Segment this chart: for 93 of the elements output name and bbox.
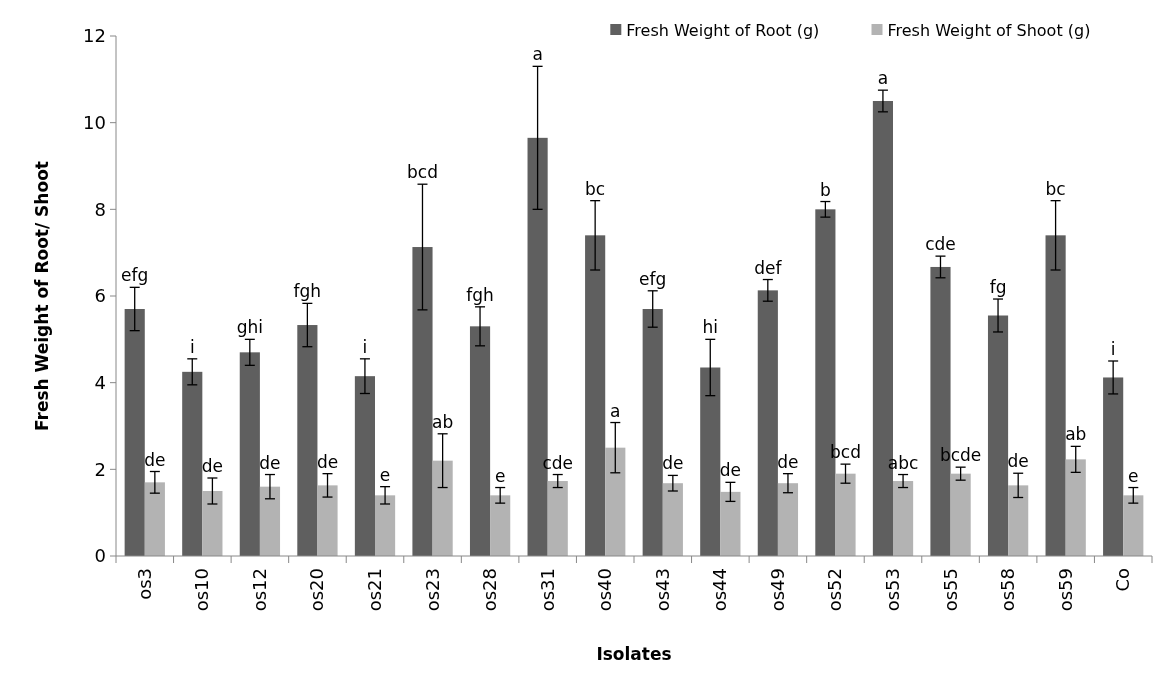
y-axis-title: Fresh Weight of Root/ Shoot (32, 161, 52, 431)
annotation: bcd (407, 162, 438, 183)
bar (259, 486, 281, 556)
bar (642, 309, 663, 556)
x-tick-label: os21 (364, 568, 385, 612)
y-tick-label: 8 (94, 198, 106, 220)
bar (412, 247, 433, 556)
y-tick-label: 10 (83, 111, 106, 133)
legend-label: Fresh Weight of Root (g) (626, 20, 820, 40)
annotation: de (259, 452, 281, 473)
annotation: i (189, 336, 195, 357)
annotation: ghi (236, 317, 263, 338)
bar (950, 473, 971, 556)
bar (987, 315, 1009, 556)
bar (432, 460, 453, 556)
y-tick-label: 4 (94, 371, 106, 393)
bar (375, 495, 396, 556)
bar (1045, 235, 1066, 556)
annotation: def (754, 257, 783, 278)
x-tick-label: os10 (191, 568, 213, 612)
x-tick-label: os55 (939, 568, 961, 612)
annotation: a (610, 400, 621, 421)
annotation: de (719, 460, 742, 481)
legend-label: Fresh Weight of Shoot (g) (887, 20, 1091, 40)
x-tick-label: os58 (997, 568, 1019, 612)
x-tick-label: os43 (651, 568, 673, 612)
bar (662, 483, 683, 556)
annotation: de (662, 453, 684, 474)
annotation: a (877, 68, 889, 89)
annotation: fgh (293, 281, 322, 302)
x-tick-label: os53 (882, 568, 903, 612)
annotation: ab (432, 411, 454, 432)
bar (720, 491, 741, 556)
x-tick-label: os31 (536, 568, 558, 612)
bar (182, 371, 203, 556)
annotation: fgh (466, 284, 494, 305)
bar (469, 326, 491, 556)
bar (547, 481, 568, 556)
bar (1008, 485, 1029, 556)
annotation: de (777, 451, 799, 472)
bar (605, 447, 626, 556)
annotation: efg (121, 265, 149, 286)
bar (317, 485, 338, 556)
x-tick-label: os23 (421, 568, 443, 612)
bar (893, 481, 914, 556)
bar (490, 495, 511, 556)
annotation: b (819, 179, 831, 200)
bar (297, 325, 318, 556)
annotation: i (362, 336, 368, 357)
y-tick-label: 12 (83, 25, 106, 47)
annotation: a (532, 44, 543, 65)
annotation: bc (1045, 178, 1066, 199)
bar (1103, 377, 1124, 556)
bar (1065, 459, 1086, 556)
x-tick-label: os28 (479, 568, 501, 612)
bar (239, 352, 260, 556)
bar (700, 367, 721, 556)
annotation: e (1128, 465, 1139, 486)
annotation: ab (1065, 424, 1087, 445)
annotation: de (144, 449, 166, 470)
annotation: e (379, 464, 391, 485)
annotation: de (1007, 451, 1029, 472)
bar (777, 483, 799, 556)
bar (354, 376, 375, 556)
x-tick-label: os40 (594, 568, 616, 612)
x-tick-label: os20 (306, 568, 328, 612)
bar (757, 290, 778, 556)
annotation: de (201, 456, 224, 476)
x-tick-label: os49 (766, 568, 788, 612)
annotation: e (494, 465, 506, 486)
x-tick-label: os52 (824, 568, 846, 612)
annotation: de (316, 451, 339, 472)
y-tick-label: 2 (94, 458, 106, 480)
x-tick-label: Co (1112, 568, 1134, 592)
x-axis-title: Isolates (596, 644, 672, 664)
bar (585, 235, 606, 556)
annotation: i (1110, 339, 1116, 359)
annotation: cde (925, 234, 956, 255)
x-tick-label: os3 (133, 568, 155, 600)
bar (1123, 495, 1144, 556)
annotation: efg (639, 268, 667, 289)
x-tick-label: os59 (1054, 568, 1076, 612)
bar (835, 473, 856, 556)
bar (124, 309, 145, 556)
y-tick-label: 6 (94, 285, 106, 307)
x-tick-label: os44 (709, 568, 731, 612)
bar (202, 491, 223, 556)
annotation: fg (989, 277, 1007, 298)
bar (144, 482, 165, 556)
y-tick-label: 0 (94, 545, 106, 567)
annotation: bc (585, 178, 606, 199)
x-tick-label: os12 (248, 568, 270, 612)
annotation: hi (702, 317, 719, 338)
